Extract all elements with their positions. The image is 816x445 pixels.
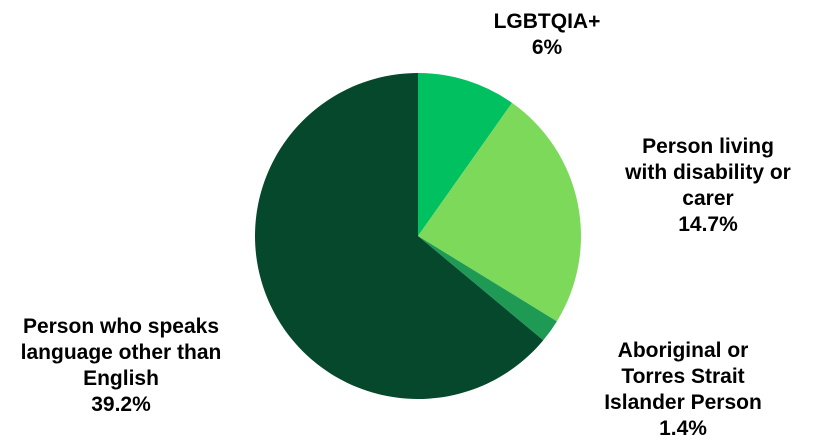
slice-category-label: Person living	[642, 135, 774, 158]
slice-category-label: carer	[682, 187, 733, 210]
slice-value-label: 14.7%	[678, 213, 738, 236]
slice-category-label: language other than	[21, 341, 222, 364]
slice-label-person-living: Person living with disability or carer 14.7…	[624, 135, 791, 236]
slice-value-label: 39.2%	[91, 393, 151, 416]
pie-slice-aboriginal-or	[418, 236, 557, 341]
pie-slice-lgbtqia	[418, 73, 513, 236]
pie-slice-person-living	[418, 102, 581, 322]
pie-slices	[254, 73, 581, 399]
slice-category-label: Islander Person	[604, 391, 762, 414]
slice-category-label: Person who speaks	[23, 315, 219, 338]
slice-category-label: with disability or	[624, 161, 791, 184]
slice-category-label: Aboriginal or	[618, 339, 749, 362]
slice-labels: LGBTQIA+ 6% Person living with disability o…	[21, 10, 791, 440]
slice-value-label: 6%	[532, 36, 563, 59]
pie-slice-person-who-speaks	[254, 73, 544, 399]
slice-label-person-who-speaks: Person who speaks language other than Engl…	[21, 315, 222, 416]
slice-label-aboriginal-or: Aboriginal or Torres Strait Islander Perso…	[604, 339, 762, 440]
slice-category-label: Torres Strait	[621, 365, 744, 388]
slice-label-lgbtqia: LGBTQIA+ 6%	[494, 10, 601, 59]
slice-value-label: 1.4%	[659, 417, 707, 440]
slice-category-label: English	[83, 367, 159, 390]
slice-category-label: LGBTQIA+	[494, 10, 601, 33]
